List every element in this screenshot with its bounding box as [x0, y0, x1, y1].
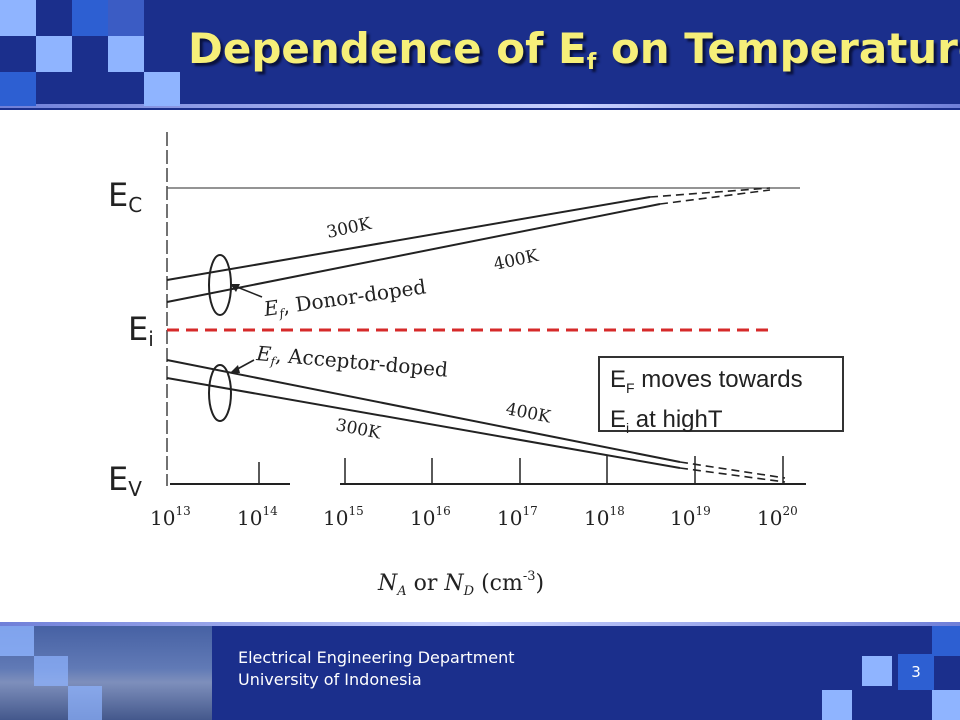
x-tick-labels: 1013 1014 1015 1016 1017 1018 1019 1020 [150, 504, 798, 530]
x-tick-marks [258, 456, 784, 484]
decor-tile [34, 656, 68, 686]
x-tick-label: 1013 [150, 504, 191, 530]
ev-label: EV [108, 460, 142, 501]
acceptor-300k-label: 300K [334, 415, 382, 443]
acceptor-group-label: Ef, Acceptor-doped [254, 341, 449, 384]
acceptor-300k-curve [166, 377, 681, 469]
x-tick-label: 1017 [497, 504, 538, 530]
decor-tile [0, 72, 36, 106]
footer-university: University of Indonesia [238, 670, 422, 689]
decor-tile [108, 0, 144, 36]
footer-department: Electrical Engineering Department [238, 648, 515, 667]
decor-tile [862, 656, 892, 686]
x-tick-label: 1020 [757, 504, 798, 530]
acceptor-300k-curve-extrapolated [679, 467, 786, 483]
x-tick-label: 1016 [410, 504, 451, 530]
donor-400k-curve-extrapolated [659, 189, 771, 205]
donor-300k-curve [166, 196, 651, 281]
acceptor-400k-curve-extrapolated [679, 461, 786, 479]
page-number: 3 [898, 654, 934, 690]
donor-400k-curve [166, 203, 661, 303]
x-tick-label: 1014 [237, 504, 278, 530]
decor-tile [0, 626, 34, 656]
acceptor-group-ellipse [208, 364, 232, 422]
decor-tile [108, 36, 144, 72]
acceptor-400k-label: 400K [504, 399, 552, 427]
donor-300k-curve-extrapolated [649, 187, 771, 198]
header-divider [0, 104, 960, 108]
decor-tile [68, 686, 102, 720]
decor-tile [72, 0, 108, 36]
donor-group-ellipse [208, 254, 232, 316]
note-line-2: Ei at highT [610, 405, 723, 436]
donor-group-label: Ef, Donor-doped [261, 274, 428, 323]
fermi-level-diagram: EC Ei EV 300K 400K 400K 300K Ef, Donor-d… [108, 132, 806, 599]
donor-300k-label: 300K [325, 214, 374, 243]
donor-arrow-head [230, 284, 240, 292]
decor-tile [36, 36, 72, 72]
decor-tile [932, 626, 960, 656]
acceptor-arrow-head [230, 365, 240, 373]
ei-label: Ei [128, 310, 154, 351]
x-axis-label: NA or ND (cm-3) [377, 569, 544, 599]
x-tick-label: 1015 [323, 504, 364, 530]
x-tick-label: 1019 [670, 504, 711, 530]
slide-title: Dependence of Ef on Temperature [188, 24, 960, 75]
ec-label: EC [108, 176, 142, 217]
decor-tile [932, 690, 960, 720]
decor-tile [144, 72, 180, 106]
note-box: EF moves towards Ei at highT [598, 356, 844, 436]
donor-400k-label: 400K [492, 246, 541, 275]
x-tick-label: 1018 [584, 504, 625, 530]
note-line-1: EF moves towards [610, 366, 803, 396]
decor-tile [0, 0, 36, 36]
footer-divider [0, 622, 960, 626]
acceptor-400k-curve [166, 359, 681, 463]
decor-tile [822, 690, 852, 720]
